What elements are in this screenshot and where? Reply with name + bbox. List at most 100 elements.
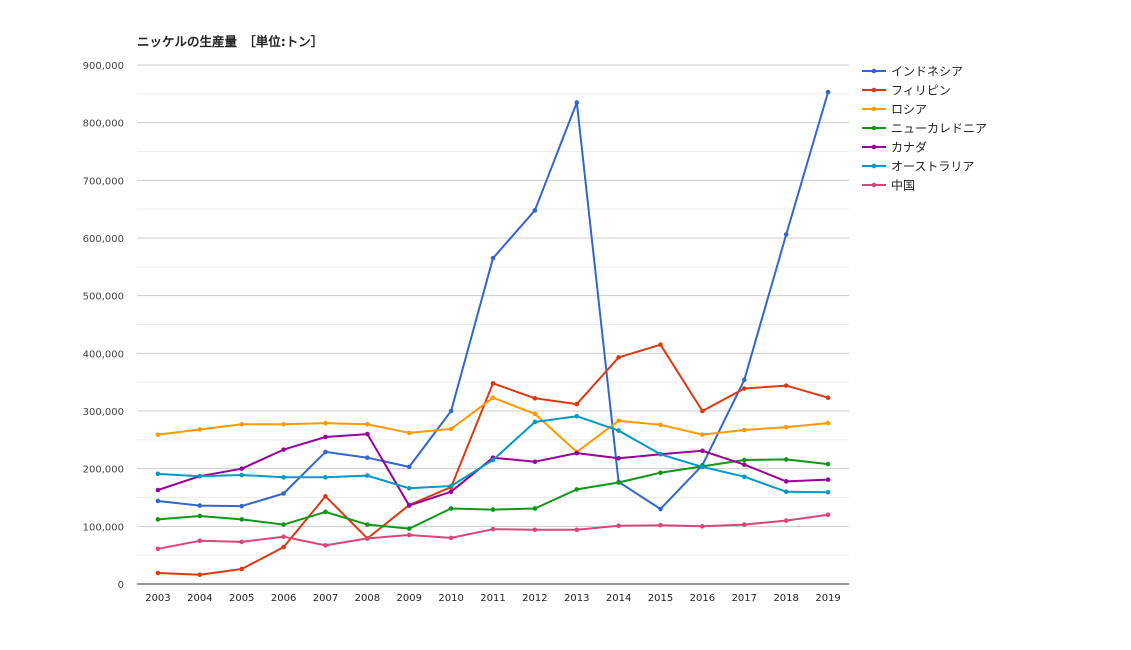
data-point[interactable]	[700, 408, 705, 414]
data-point[interactable]	[783, 457, 789, 462]
data-point[interactable]	[281, 522, 286, 527]
data-point[interactable]	[574, 413, 580, 419]
data-point[interactable]	[365, 421, 370, 427]
data-point[interactable]	[197, 538, 203, 544]
data-point[interactable]	[239, 421, 245, 427]
data-point[interactable]	[239, 503, 245, 509]
data-point[interactable]	[783, 489, 789, 495]
data-point[interactable]	[365, 536, 370, 541]
legend-item[interactable]: ニューカレドニア	[862, 122, 987, 136]
data-point[interactable]	[406, 526, 412, 531]
data-point[interactable]	[197, 427, 203, 432]
data-point[interactable]	[281, 475, 286, 480]
data-point[interactable]	[406, 485, 412, 491]
data-point[interactable]	[197, 503, 203, 508]
data-point[interactable]	[574, 487, 580, 492]
data-point[interactable]	[155, 487, 161, 493]
data-point[interactable]	[700, 464, 705, 470]
data-point[interactable]	[406, 430, 412, 436]
data-point[interactable]	[406, 464, 412, 470]
data-point[interactable]	[658, 451, 663, 457]
data-point[interactable]	[155, 471, 161, 477]
data-point[interactable]	[281, 534, 286, 540]
data-point[interactable]	[155, 570, 161, 576]
data-point[interactable]	[490, 507, 496, 512]
data-point[interactable]	[323, 420, 328, 426]
data-point[interactable]	[741, 457, 747, 463]
data-point[interactable]	[448, 483, 454, 489]
data-point[interactable]	[323, 543, 328, 548]
data-point[interactable]	[574, 527, 580, 533]
data-point[interactable]	[365, 522, 370, 527]
legend-item[interactable]: カナダ	[862, 140, 927, 155]
data-point[interactable]	[532, 411, 538, 417]
data-point[interactable]	[197, 513, 203, 519]
data-point[interactable]	[783, 383, 789, 388]
data-point[interactable]	[365, 431, 370, 437]
legend-item[interactable]: フィリピン	[862, 84, 951, 98]
data-point[interactable]	[741, 462, 747, 467]
data-point[interactable]	[365, 473, 370, 478]
data-point[interactable]	[197, 473, 203, 479]
data-point[interactable]	[783, 232, 789, 237]
legend-item[interactable]: オーストラリア	[862, 160, 974, 174]
data-point[interactable]	[239, 566, 245, 572]
data-point[interactable]	[532, 527, 538, 533]
data-point[interactable]	[323, 475, 328, 480]
data-point[interactable]	[574, 401, 580, 407]
data-point[interactable]	[323, 434, 328, 440]
data-point[interactable]	[825, 420, 831, 426]
data-point[interactable]	[825, 490, 831, 495]
data-point[interactable]	[239, 517, 245, 522]
data-point[interactable]	[197, 572, 203, 578]
data-point[interactable]	[825, 461, 831, 467]
data-point[interactable]	[783, 424, 789, 430]
data-point[interactable]	[490, 526, 496, 532]
data-point[interactable]	[532, 208, 538, 213]
data-point[interactable]	[406, 503, 412, 508]
legend-item[interactable]: インドネシア	[862, 65, 963, 79]
data-point[interactable]	[448, 535, 454, 541]
data-point[interactable]	[658, 506, 663, 512]
data-point[interactable]	[783, 479, 789, 484]
data-point[interactable]	[700, 432, 705, 437]
data-point[interactable]	[532, 459, 538, 465]
data-point[interactable]	[281, 544, 286, 550]
data-point[interactable]	[490, 381, 496, 386]
data-point[interactable]	[616, 428, 621, 433]
data-point[interactable]	[741, 377, 747, 383]
data-point[interactable]	[490, 395, 496, 401]
data-point[interactable]	[616, 355, 621, 360]
data-point[interactable]	[281, 421, 286, 427]
data-point[interactable]	[658, 422, 663, 428]
data-point[interactable]	[825, 89, 831, 95]
data-point[interactable]	[700, 524, 705, 529]
data-point[interactable]	[741, 474, 747, 480]
data-point[interactable]	[490, 255, 496, 261]
data-point[interactable]	[825, 395, 831, 401]
data-point[interactable]	[448, 506, 454, 511]
data-point[interactable]	[239, 472, 245, 478]
legend-item[interactable]: 中国	[862, 178, 915, 193]
data-point[interactable]	[239, 466, 245, 471]
data-point[interactable]	[281, 491, 286, 496]
data-point[interactable]	[155, 432, 161, 437]
data-point[interactable]	[323, 509, 328, 515]
data-point[interactable]	[239, 539, 245, 545]
data-point[interactable]	[365, 455, 370, 461]
data-point[interactable]	[490, 457, 496, 463]
data-point[interactable]	[448, 426, 454, 432]
data-point[interactable]	[448, 408, 454, 414]
data-point[interactable]	[574, 100, 580, 105]
data-point[interactable]	[532, 396, 538, 401]
data-point[interactable]	[406, 532, 412, 538]
data-point[interactable]	[532, 419, 538, 425]
data-point[interactable]	[155, 546, 161, 552]
data-point[interactable]	[616, 480, 621, 485]
data-point[interactable]	[155, 517, 161, 522]
data-point[interactable]	[616, 455, 621, 461]
data-point[interactable]	[448, 489, 454, 495]
data-point[interactable]	[783, 518, 789, 523]
data-point[interactable]	[700, 448, 705, 454]
data-point[interactable]	[532, 506, 538, 511]
